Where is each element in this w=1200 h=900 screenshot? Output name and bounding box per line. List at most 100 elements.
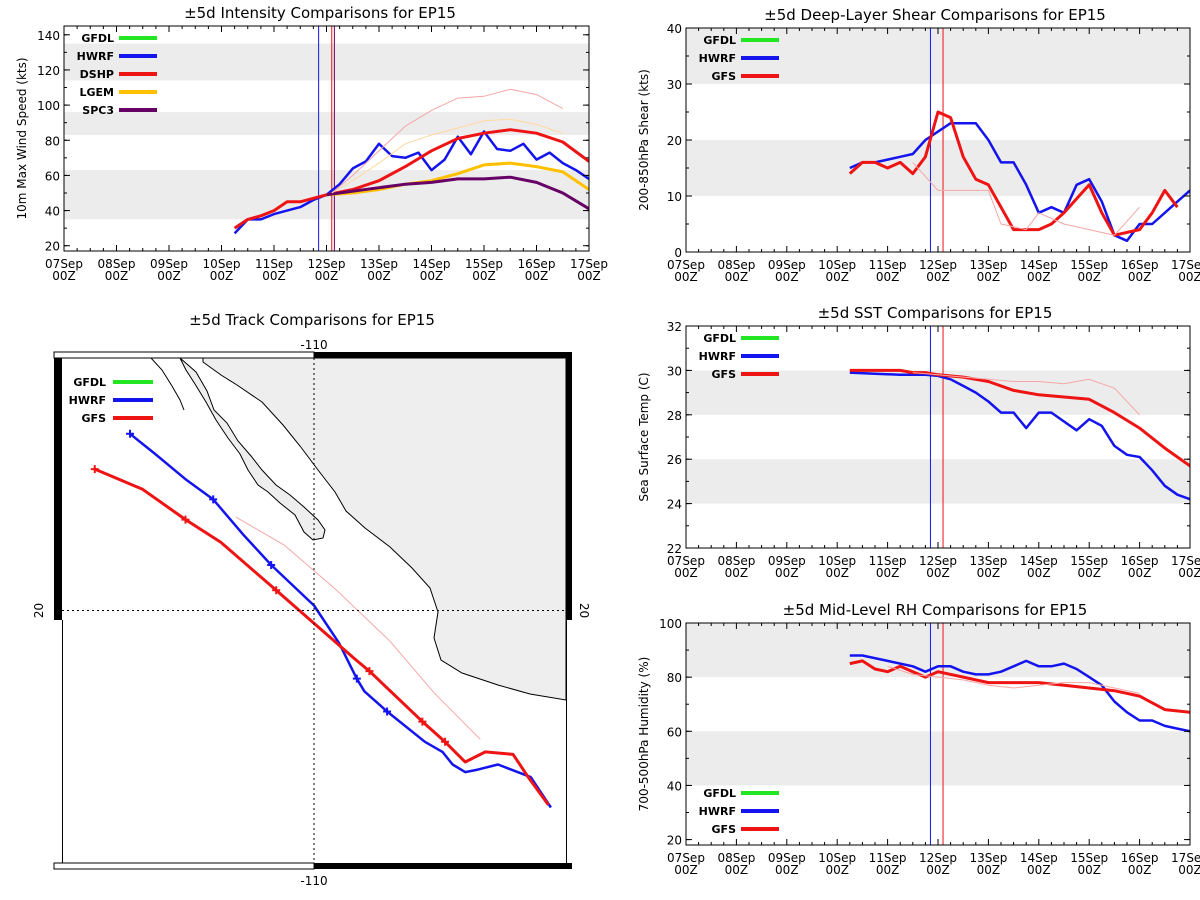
x-tick-label-time: 00Z (775, 863, 799, 877)
legend-label-gfs: GFS (712, 70, 737, 83)
legend-label-hwrf: HWRF (699, 350, 736, 363)
x-tick-label-time: 00Z (674, 566, 698, 580)
track-gfs-marker (365, 667, 374, 676)
y-axis-label: 200-850hPa Shear (kts) (637, 69, 651, 211)
y-tick-label: 20 (45, 240, 60, 254)
x-tick-label-date: 12Sep (919, 554, 957, 568)
legend-label-lgem: LGEM (80, 86, 115, 99)
x-tick-label-date: 17Sep (1171, 851, 1200, 865)
x-tick-label-date: 17Sep (1171, 258, 1200, 272)
map-border-left-thin (62, 620, 63, 863)
series-thin-line (912, 372, 1140, 416)
x-tick-label-date: 08Sep (717, 851, 755, 865)
x-tick-label-date: 17Sep (570, 257, 608, 271)
track-hwrf-marker (209, 495, 218, 504)
x-tick-label-date: 07Sep (667, 851, 705, 865)
x-tick-label-time: 00Z (367, 269, 391, 283)
series-hwrf-line (849, 654, 1190, 733)
series-group (849, 654, 1190, 733)
x-tick-label-date: 07Sep (45, 257, 83, 271)
y-tick-label: 24 (667, 498, 682, 512)
x-tick-label-time: 00Z (157, 269, 181, 283)
x-tick-label-time: 00Z (1178, 863, 1200, 877)
track-thin-line (235, 516, 481, 740)
x-tick-label-date: 10Sep (818, 258, 856, 272)
shade-band (686, 459, 1190, 504)
legend-label-gfdl: GFDL (703, 34, 736, 47)
x-tick-label-time: 00Z (525, 269, 549, 283)
x-tick-label-date: 16Sep (1121, 851, 1159, 865)
series-spc3-line (326, 175, 589, 211)
x-tick-label-date: 13Sep (360, 257, 398, 271)
legend-label-gfs: GFS (712, 823, 737, 836)
x-tick-label-time: 00Z (577, 269, 601, 283)
x-tick-label-time: 00Z (1128, 566, 1152, 580)
y-tick-label: 32 (667, 320, 682, 334)
plot-frame (685, 325, 1191, 549)
coast-line (150, 358, 185, 411)
y-tick-label: 30 (667, 364, 682, 378)
x-tick-label-time: 00Z (775, 270, 799, 284)
y-axis-label: 10m Max Wind Speed (kts) (15, 57, 29, 219)
y-axis-label: 700-500hPa Humidity (%) (637, 657, 651, 812)
y-tick-label: 100 (659, 617, 682, 631)
y-axis-label: Sea Surface Temp (C) (637, 372, 651, 501)
x-tick-label-time: 00Z (420, 269, 444, 283)
x-tick-label-time: 00Z (315, 269, 339, 283)
series-group (233, 88, 589, 235)
series-gfs-line (849, 368, 1190, 468)
x-tick-label-time: 00Z (725, 863, 749, 877)
x-tick-label-date: 11Sep (869, 554, 907, 568)
chart-title: ±5d Mid-Level RH Comparisons for EP15 (783, 601, 1088, 619)
x-tick-label-time: 00Z (1178, 566, 1200, 580)
x-tick-label-time: 00Z (825, 270, 849, 284)
legend-label-gfdl: GFDL (703, 787, 736, 800)
map-group (90, 358, 566, 809)
shade-band (64, 112, 589, 135)
series-thin-line (887, 665, 1140, 694)
x-tick-label-time: 00Z (926, 270, 950, 284)
x-tick-label-time: 00Z (825, 566, 849, 580)
shade-band (686, 623, 1190, 678)
x-tick-label-date: 15Sep (465, 257, 503, 271)
x-tick-label-time: 00Z (1027, 863, 1051, 877)
track-map: -110 -110 20 20 ±5d Track Comparisons for EP… (32, 311, 591, 888)
x-tick-label-date: 12Sep (919, 851, 957, 865)
y-tick-label: 30 (667, 78, 682, 92)
legend-label-dshp: DSHP (80, 68, 114, 81)
legend-label-hwrf: HWRF (699, 805, 736, 818)
x-tick-label-date: 16Sep (1121, 554, 1159, 568)
sst-chart: 22242628303207Sep00Z08Sep00Z09Sep00Z10Se… (637, 304, 1200, 580)
x-tick-label-time: 00Z (926, 566, 950, 580)
x-tick-label-date: 11Sep (869, 851, 907, 865)
series-thinl-line (331, 118, 563, 194)
x-tick-label-date: 14Sep (1020, 258, 1058, 272)
x-tick-label-date: 09Sep (768, 258, 806, 272)
x-tick-label-date: 15Sep (1070, 851, 1108, 865)
y-tick-label: 60 (667, 725, 682, 739)
x-tick-label-date: 08Sep (98, 257, 136, 271)
legend-label-gfdl: GFDL (73, 376, 106, 389)
y-tick-label: 40 (45, 205, 60, 219)
x-tick-label-time: 00Z (52, 269, 76, 283)
y-tick-label: 140 (37, 29, 60, 43)
x-tick-label-time: 00Z (977, 270, 1001, 284)
x-tick-label-time: 00Z (674, 270, 698, 284)
x-tick-label-date: 14Sep (413, 257, 451, 271)
y-tick-label: 20 (667, 134, 682, 148)
x-tick-label-date: 08Sep (717, 554, 755, 568)
y-tick-label: 40 (667, 22, 682, 36)
map-border-top-white (53, 351, 315, 359)
x-tick-label-time: 00Z (674, 863, 698, 877)
track-gfs-marker (272, 586, 281, 595)
shade-band (686, 731, 1190, 786)
legend-label-hwrf: HWRF (69, 394, 106, 407)
track-gfs-marker (441, 737, 450, 746)
map-border-right-thin (566, 620, 567, 863)
shade-band (686, 140, 1190, 196)
chart-title: ±5d Intensity Comparisons for EP15 (184, 4, 456, 22)
x-tick-label-date: 11Sep (255, 257, 293, 271)
track-hwrf-marker (352, 674, 361, 683)
x-tick-label-time: 00Z (876, 863, 900, 877)
